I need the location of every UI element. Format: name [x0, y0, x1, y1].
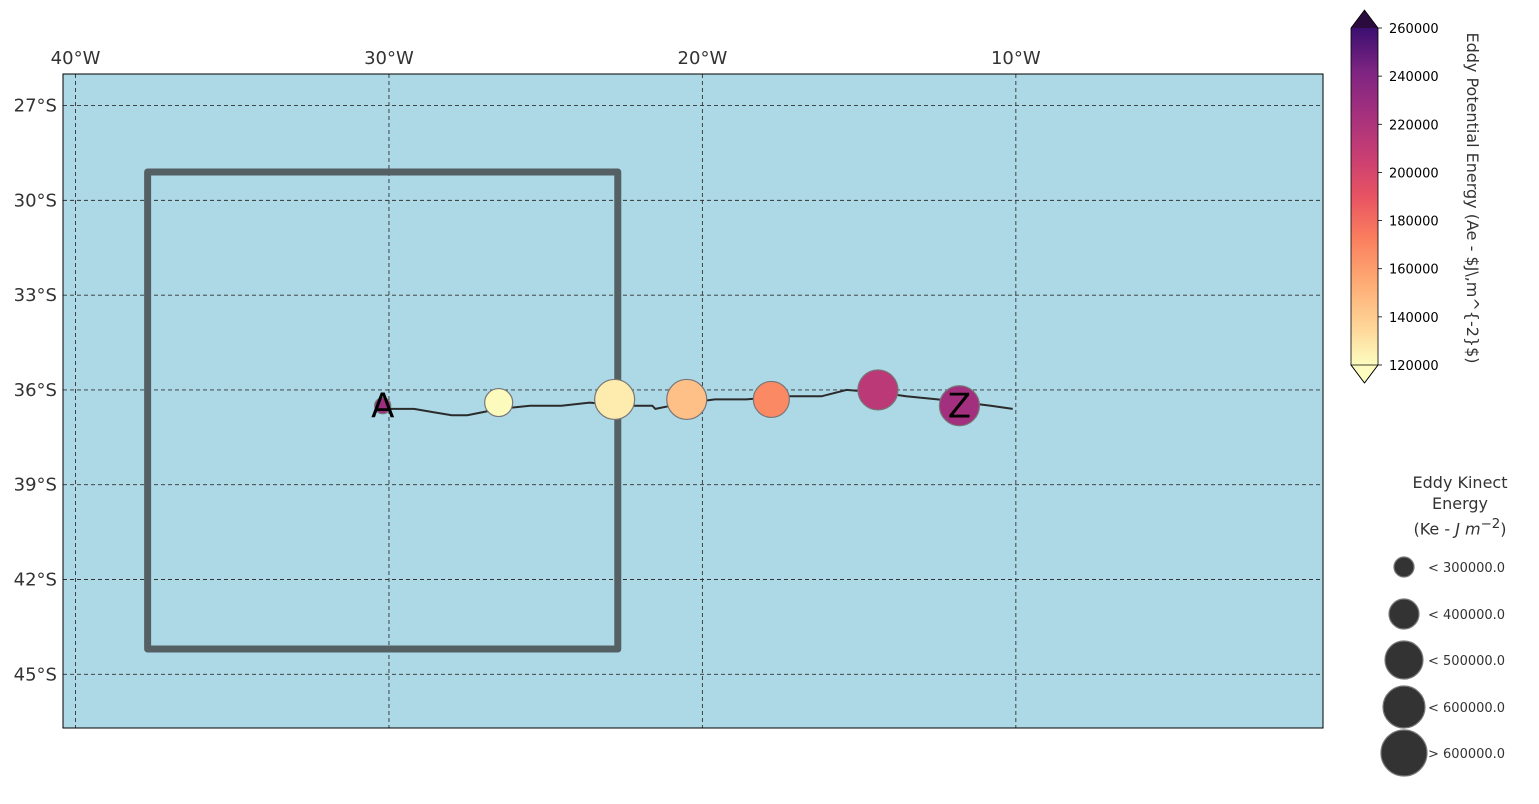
longitude-labels: 40°W 30°W 20°W 10°W: [51, 48, 1041, 69]
lon-label: 40°W: [51, 48, 101, 69]
colorbar-gradient: [1351, 28, 1378, 365]
colorbar-tick-label: 140000: [1389, 311, 1439, 326]
size-legend-title-line3: (Ke - J m−2): [1413, 517, 1507, 539]
colorbar-tick-label: 160000: [1389, 263, 1439, 278]
size-legend-title-unit: J m: [1455, 519, 1481, 539]
size-legend-title-exp: −2: [1480, 517, 1501, 532]
gridlines: [63, 74, 1323, 728]
lat-label: 39°S: [14, 475, 57, 496]
size-legend-title-line2: Energy: [1431, 494, 1488, 513]
colorbar-tick-label: 180000: [1389, 215, 1439, 230]
colorbar: 260000 240000 220000 200000 180000 160000 1400…: [1350, 9, 1482, 384]
track-line: [379, 388, 1013, 417]
size-legend-title-prefix: (Ke -: [1413, 519, 1456, 539]
eddy-marker-6: [938, 385, 981, 427]
eddy-markers: [374, 369, 981, 427]
size-legend-marker-4: [1380, 729, 1428, 777]
lat-label: 36°S: [14, 380, 57, 401]
colorbar-tick-label: 240000: [1389, 70, 1439, 85]
colorbar-title: Eddy Potential Energy (Ae - $J\,m^{-2}$): [1463, 32, 1482, 363]
eddy-marker-1: [484, 387, 514, 418]
colorbar-tick-label: 220000: [1389, 118, 1439, 133]
lon-label: 10°W: [991, 48, 1041, 69]
size-legend-title-line1: Eddy Kinect: [1412, 473, 1508, 492]
eddy-marker-5: [857, 369, 899, 411]
eddy-marker-2: [594, 378, 636, 421]
lat-label: 27°S: [14, 96, 57, 117]
track-end-label: Z: [948, 387, 971, 427]
lon-label: 20°W: [678, 48, 728, 69]
colorbar-tick-label: 200000: [1389, 166, 1439, 181]
colorbar-tick-label: 120000: [1389, 359, 1439, 374]
size-legend-marker-0: [1393, 556, 1415, 578]
size-legend-title: Eddy Kinect Energy (Ke - J m−2): [1380, 472, 1539, 539]
size-legend: < 300000.0 < 400000.0 < 500000.0 < 600000.0…: [1380, 556, 1505, 777]
size-legend-marker-1: [1388, 598, 1420, 630]
size-legend-marker-3: [1382, 685, 1426, 729]
colorbar-extend-min: [1350, 364, 1379, 384]
size-legend-label-4: > 600000.0: [1428, 747, 1505, 762]
eddy-marker-0: [374, 397, 392, 415]
size-legend-marker-2: [1384, 640, 1424, 680]
latitude-labels: 27°S 30°S 33°S 36°S 39°S 42°S 45°S: [14, 96, 57, 686]
colorbar-extend-max: [1351, 10, 1378, 28]
eddy-marker-4: [752, 380, 790, 419]
lat-label: 33°S: [14, 285, 57, 306]
lat-label: 45°S: [14, 664, 57, 685]
track-start-label: A: [371, 387, 394, 427]
size-legend-label-0: < 300000.0: [1428, 561, 1505, 576]
size-legend-label-1: < 400000.0: [1428, 608, 1505, 623]
lat-label: 30°S: [14, 190, 57, 211]
size-legend-label-2: < 500000.0: [1428, 654, 1505, 669]
eddy-marker-3: [666, 378, 708, 421]
lat-label: 42°S: [14, 570, 57, 591]
size-legend-label-3: < 600000.0: [1428, 701, 1505, 716]
lon-label: 30°W: [364, 48, 414, 69]
map-frame: [62, 73, 1324, 729]
eddy-track: [379, 388, 1013, 417]
colorbar-tick-label: 260000: [1389, 22, 1439, 37]
